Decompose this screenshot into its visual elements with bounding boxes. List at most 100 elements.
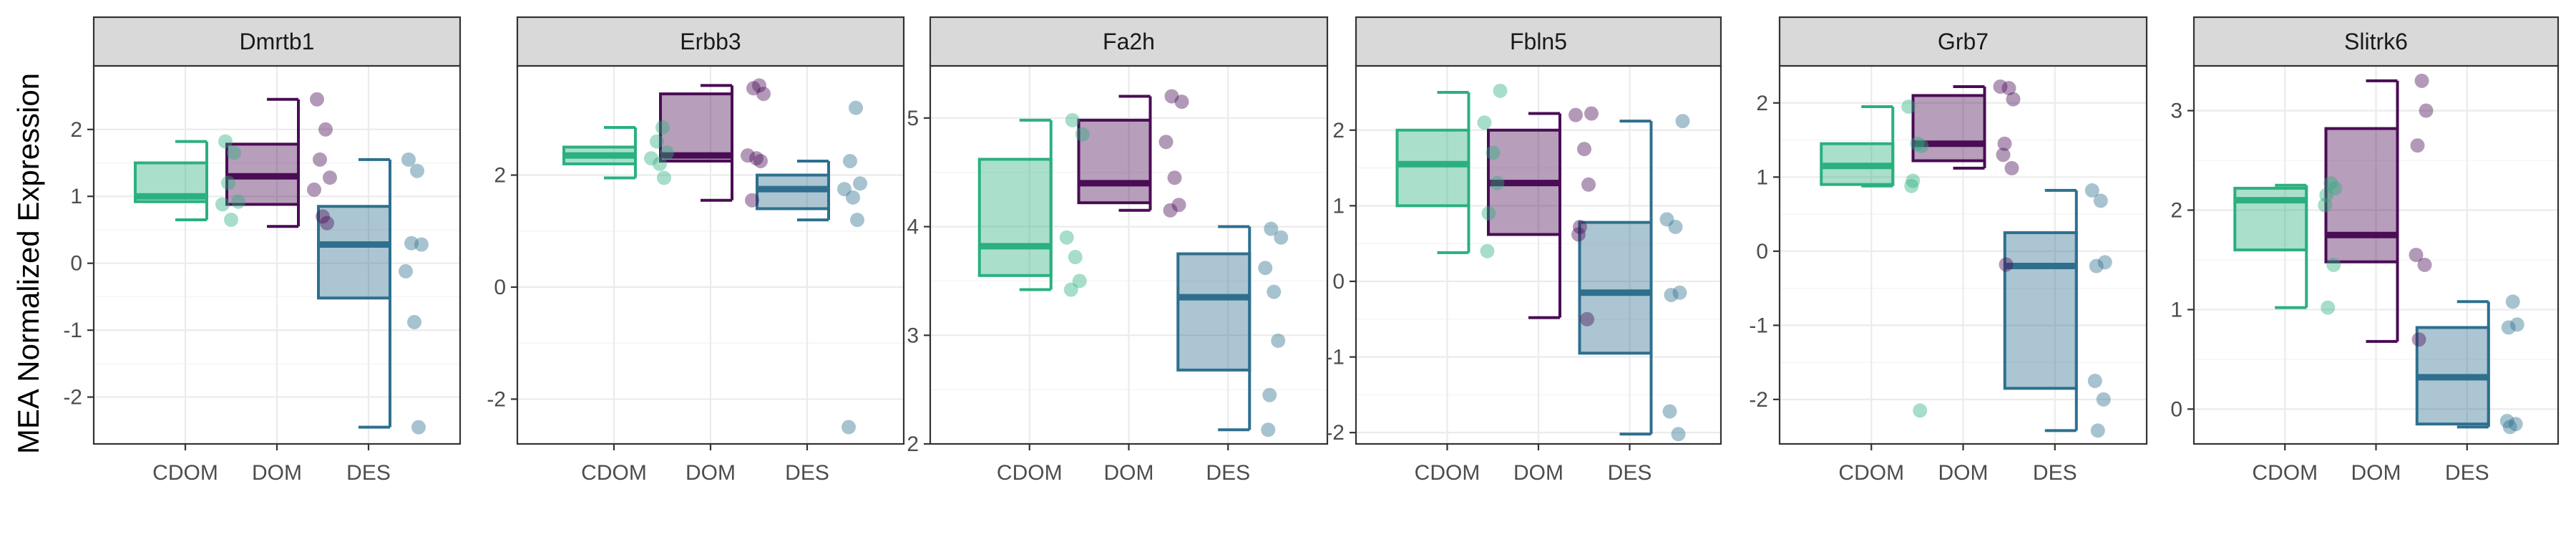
facet-panel-fbln5: Fbln5 -2 -1 0 1 2 CDOM DOM DES — [1325, 16, 1722, 485]
data-point-cdom — [218, 134, 233, 149]
facet-strip — [1355, 16, 1722, 67]
data-point-cdom — [1065, 112, 1080, 127]
y-tick-label: 0 — [1332, 270, 1345, 294]
data-point-des — [1262, 387, 1277, 402]
data-point-dom — [752, 78, 766, 93]
data-point-dom — [2004, 160, 2019, 175]
data-point-des — [1662, 404, 1677, 419]
data-point-dom — [320, 216, 334, 231]
data-point-des — [2508, 417, 2523, 432]
y-tick-label: 1 — [1332, 194, 1345, 218]
data-point-des — [853, 176, 867, 191]
data-point-dom — [1581, 177, 1596, 192]
data-point-dom — [1577, 142, 1591, 157]
data-point-des — [410, 163, 424, 178]
box-cdom — [977, 118, 1053, 291]
data-point-cdom — [657, 170, 671, 185]
data-point-des — [1271, 333, 1286, 348]
box-des — [317, 158, 391, 429]
data-point-cdom — [1075, 127, 1090, 142]
facet-strip-label: Erbb3 — [680, 29, 741, 54]
data-point-cdom — [2321, 300, 2336, 315]
data-point-dom — [2419, 103, 2434, 118]
facet-panel-dmrtb1: Dmrtb1 -2 -1 0 1 2 CDOM DOM DES — [63, 16, 462, 485]
data-point-dom — [2411, 332, 2426, 347]
data-point-cdom — [1906, 173, 1921, 188]
x-tick-label: DES — [785, 461, 829, 485]
data-point-cdom — [1904, 178, 1919, 193]
data-point-des — [404, 236, 419, 251]
box-iqr — [2003, 231, 2078, 390]
data-point-des — [407, 314, 421, 329]
data-point-des — [411, 420, 426, 435]
x-tick-label: DOM — [252, 461, 302, 485]
y-tick-label: 2 — [70, 118, 82, 142]
data-point-dom — [1999, 257, 2014, 272]
y-tick-label: -1 — [63, 319, 82, 342]
facet-strip — [929, 16, 1329, 67]
y-tick-label: 3 — [907, 324, 919, 347]
data-point-des — [846, 190, 860, 205]
data-point-dom — [1158, 135, 1174, 150]
box-iqr — [1077, 118, 1152, 205]
y-tick-label: 4 — [907, 216, 919, 239]
x-tick-label: DES — [2445, 461, 2489, 485]
data-point-des — [2509, 317, 2524, 332]
facet-strip — [2192, 16, 2560, 67]
data-point-des — [399, 263, 413, 279]
data-point-cdom — [1068, 250, 1083, 265]
y-tick-label: 3 — [2170, 100, 2182, 123]
x-tick-label: CDOM — [152, 461, 218, 485]
data-point-cdom — [653, 156, 667, 171]
x-tick-label: DES — [2033, 461, 2077, 485]
data-point-dom — [1996, 147, 2011, 163]
data-point-dom — [1163, 203, 1178, 218]
data-point-dom — [1580, 311, 1594, 326]
box-dom — [2324, 79, 2399, 343]
x-tick-label: DOM — [1104, 461, 1154, 485]
y-tick-label: 0 — [494, 276, 506, 299]
y-tick-label: 2 — [1332, 119, 1345, 142]
y-tick-label: -1 — [1749, 314, 1768, 337]
data-point-cdom — [1490, 175, 1505, 190]
data-point-cdom — [1059, 230, 1074, 245]
y-tick-label: -2 — [63, 386, 82, 410]
data-point-dom — [323, 170, 337, 185]
x-tick-label: CDOM — [997, 461, 1063, 485]
data-point-dom — [1571, 227, 1586, 242]
data-point-dom — [746, 81, 761, 96]
data-point-des — [2090, 423, 2105, 438]
data-point-cdom — [2326, 257, 2341, 272]
data-point-des — [1267, 284, 1282, 299]
box-dom — [659, 84, 733, 202]
data-point-des — [2087, 374, 2102, 388]
data-point-dom — [316, 209, 330, 224]
data-point-cdom — [1901, 99, 1916, 114]
data-point-dom — [2001, 81, 2016, 96]
data-point-cdom — [1481, 205, 1496, 221]
data-point-cdom — [644, 151, 658, 166]
y-tick-label: 2 — [494, 164, 506, 188]
y-tick-label: 0 — [2170, 397, 2182, 421]
y-tick-label: 0 — [1756, 240, 1768, 263]
data-point-cdom — [224, 212, 238, 227]
data-point-dom — [1174, 95, 1189, 110]
data-point-cdom — [1913, 403, 1928, 418]
box-cdom — [1820, 105, 1895, 188]
data-point-des — [2505, 294, 2520, 309]
data-point-dom — [2409, 248, 2424, 262]
data-point-des — [401, 152, 416, 167]
data-point-des — [2499, 414, 2514, 429]
box-iqr — [1911, 94, 1986, 163]
box-des — [756, 159, 830, 222]
data-point-des — [1672, 285, 1687, 300]
data-point-des — [2502, 420, 2517, 435]
box-iqr — [317, 205, 391, 300]
y-tick-label: 2 — [907, 432, 919, 456]
data-point-dom — [1171, 198, 1186, 213]
box-iqr — [2324, 127, 2399, 263]
data-point-dom — [310, 92, 324, 107]
data-point-des — [2089, 258, 2104, 274]
y-tick-label: -2 — [1325, 421, 1345, 445]
